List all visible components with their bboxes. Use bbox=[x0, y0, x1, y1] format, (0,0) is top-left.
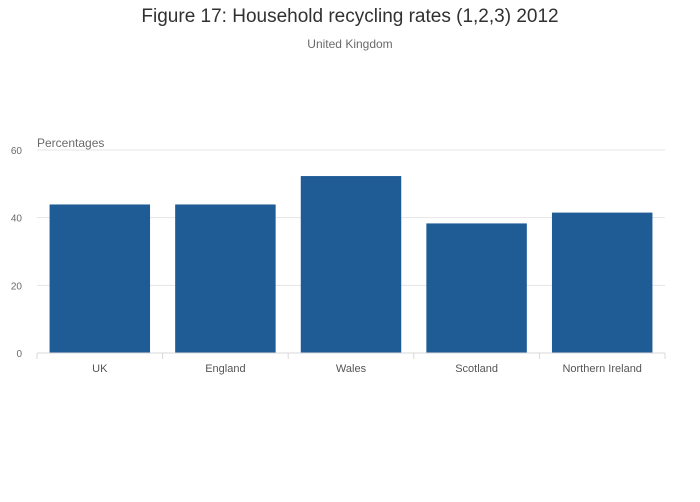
bar[interactable] bbox=[300, 176, 402, 353]
chart-title: Figure 17: Household recycling rates (1,… bbox=[141, 6, 559, 27]
y-tick-label: 0 bbox=[16, 349, 22, 360]
x-axis: UK England Wales Scotland Northern Ireland bbox=[36, 352, 666, 375]
y-tick-label: 60 bbox=[11, 146, 23, 157]
bar[interactable] bbox=[551, 212, 653, 353]
x-tick-label: Wales bbox=[336, 363, 367, 375]
x-tick-label: Scotland bbox=[455, 363, 498, 375]
chart-subtitle: United Kingdom bbox=[307, 37, 393, 51]
x-tick-label: UK bbox=[92, 363, 108, 375]
bars bbox=[49, 176, 653, 353]
bar[interactable] bbox=[426, 223, 527, 353]
bar[interactable] bbox=[175, 204, 276, 353]
y-tick-label: 40 bbox=[11, 214, 23, 225]
x-tick-label: England bbox=[205, 363, 245, 375]
x-tick-label: Northern Ireland bbox=[562, 363, 642, 375]
y-axis-ticks: 0 20 40 60 bbox=[11, 146, 23, 360]
y-axis-label: Percentages bbox=[37, 136, 105, 150]
y-tick-label: 20 bbox=[11, 281, 23, 292]
bar[interactable] bbox=[49, 204, 151, 353]
